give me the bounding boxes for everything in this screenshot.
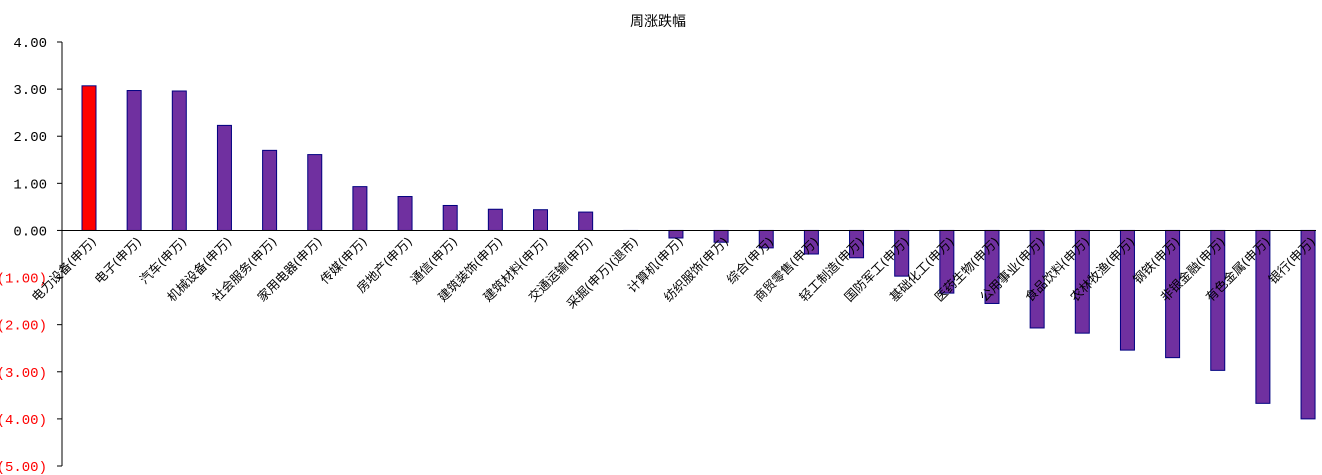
x-tick-label: 电子(申万) xyxy=(91,234,144,287)
y-tick-label: (5.00) xyxy=(0,460,47,475)
bar xyxy=(487,208,503,231)
y-tick-label: 4.00 xyxy=(13,36,47,52)
x-tick-label: 电力设备(申万) xyxy=(29,234,100,305)
y-axis: 4.00 3.00 2.00 1.00 0.00 (1.00) (2.00) (3.00) (4… xyxy=(0,36,63,475)
bar xyxy=(533,209,548,231)
chart-title: 周涨跌幅 xyxy=(630,14,686,30)
y-tick-label: 0.00 xyxy=(13,224,47,240)
y-tick-label: (4.00) xyxy=(0,413,47,429)
bar xyxy=(262,149,278,231)
y-tick-label: (3.00) xyxy=(0,366,47,382)
bar xyxy=(578,211,594,231)
y-tick-label: 2.00 xyxy=(13,130,47,146)
y-tick-label: 3.00 xyxy=(13,83,47,99)
y-tick-label: (1.00) xyxy=(0,272,47,288)
y-tick-label: 1.00 xyxy=(13,177,47,193)
bar xyxy=(171,90,187,231)
y-tick-label: (2.00) xyxy=(0,319,47,335)
bar xyxy=(81,85,97,231)
bar xyxy=(352,186,368,231)
bar xyxy=(216,124,232,231)
bar xyxy=(442,204,458,231)
bars xyxy=(81,85,1316,420)
bar xyxy=(307,154,323,231)
bar xyxy=(397,196,413,231)
bar xyxy=(126,90,142,231)
